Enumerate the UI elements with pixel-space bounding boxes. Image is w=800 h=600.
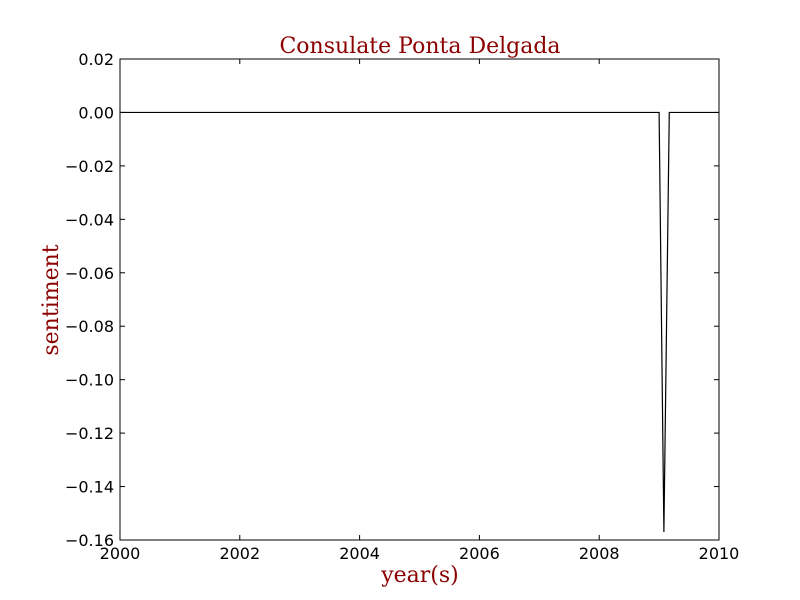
x-tick-label: 2002 (219, 544, 260, 563)
y-tick-label: −0.16 (65, 531, 114, 550)
y-tick-label: −0.14 (65, 478, 114, 497)
y-tick-label: 0.00 (78, 103, 114, 122)
x-tick-label: 2008 (579, 544, 620, 563)
x-axis-title: year(s) (380, 563, 459, 588)
x-tick-label: 2000 (100, 544, 141, 563)
y-tick-label: −0.12 (65, 424, 114, 443)
series-group (120, 111, 719, 532)
y-tick-label: −0.04 (65, 210, 114, 229)
y-tick-label: −0.02 (65, 157, 114, 176)
chart-title: Consulate Ponta Delgada (279, 34, 560, 59)
series-line (120, 111, 719, 532)
y-tick-label: 0.02 (78, 50, 114, 69)
axis-ticks (119, 58, 720, 541)
x-tick-label: 2010 (699, 544, 740, 563)
y-tick-label: −0.10 (65, 371, 114, 390)
tick-labels: 2000 2002 2004 2006 2008 2010 0.02 0.00 −0.02 −0.… (65, 50, 739, 563)
x-tick-label: 2004 (339, 544, 380, 563)
y-tick-label: −0.08 (65, 317, 114, 336)
x-tick-label: 2006 (459, 544, 500, 563)
y-axis-title: sentiment (39, 244, 64, 355)
y-tick-label: −0.06 (65, 264, 114, 283)
plot-frame (119, 58, 720, 541)
